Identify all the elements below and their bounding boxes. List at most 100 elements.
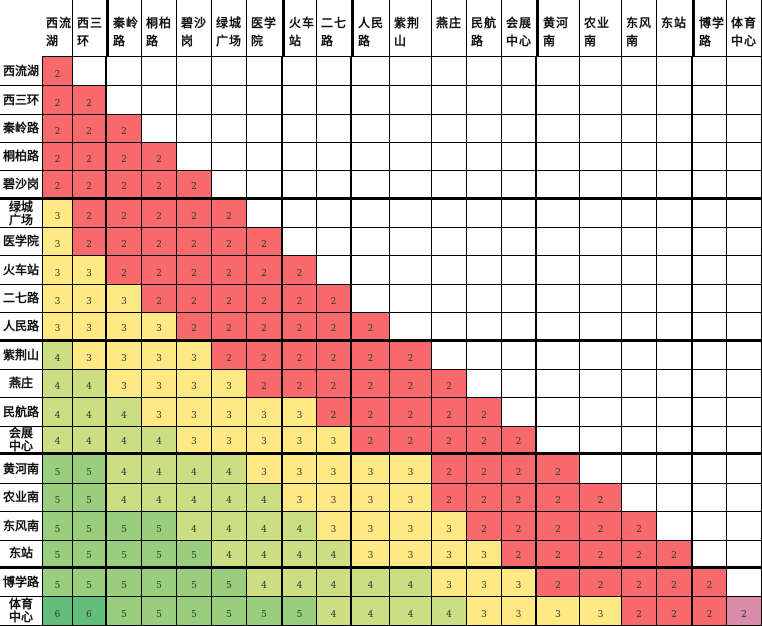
column-header: 东风 南 — [622, 0, 657, 57]
empty-cell — [467, 200, 502, 228]
fare-cell: 2 — [502, 427, 537, 455]
fare-cell: 4 — [432, 597, 467, 626]
empty-cell — [657, 115, 693, 143]
empty-cell — [580, 200, 622, 228]
empty-cell — [502, 370, 537, 398]
row-header: 会展中心 — [0, 426, 42, 455]
fare-cell: 2 — [247, 342, 283, 370]
fare-cell: 2 — [432, 427, 467, 455]
fare-cell: 2 — [657, 569, 693, 597]
empty-cell — [283, 143, 317, 171]
row-header: 燕庄 — [0, 370, 42, 398]
fare-cell: 2 — [247, 285, 283, 313]
empty-cell — [727, 200, 762, 228]
fare-cell: 5 — [142, 597, 177, 626]
empty-cell — [537, 143, 580, 171]
column-header: 黄河 南 — [537, 0, 580, 57]
empty-cell — [657, 228, 693, 256]
fare-cell: 2 — [177, 285, 212, 313]
empty-cell — [432, 57, 467, 86]
empty-cell — [502, 398, 537, 427]
empty-cell — [283, 171, 317, 200]
fare-cell: 5 — [73, 541, 107, 569]
fare-cell: 3 — [317, 512, 352, 541]
row-header: 碧沙岗 — [0, 171, 42, 200]
fare-cell: 2 — [247, 228, 283, 256]
fare-cell: 4 — [352, 597, 390, 626]
empty-cell — [502, 143, 537, 171]
fare-cell: 2 — [247, 370, 283, 398]
fare-cell: 3 — [42, 256, 73, 285]
fare-cell: 4 — [142, 427, 177, 455]
fare-cell: 3 — [107, 285, 142, 313]
column-header: 博学 路 — [693, 0, 727, 57]
empty-cell — [622, 455, 657, 484]
fare-cell: 2 — [73, 171, 107, 200]
empty-cell — [657, 512, 693, 541]
empty-cell — [432, 143, 467, 171]
fare-cell: 4 — [42, 398, 73, 427]
empty-cell — [622, 86, 657, 115]
empty-cell — [727, 569, 762, 597]
empty-cell — [212, 86, 247, 115]
empty-cell — [317, 57, 352, 86]
empty-cell — [727, 285, 762, 313]
fare-cell: 2 — [580, 569, 622, 597]
fare-cell: 3 — [502, 569, 537, 597]
fare-cell: 5 — [142, 569, 177, 597]
empty-cell — [537, 200, 580, 228]
column-header: 农业 南 — [580, 0, 622, 57]
fare-cell: 2 — [317, 370, 352, 398]
empty-cell — [727, 484, 762, 512]
empty-cell — [177, 57, 212, 86]
empty-cell — [537, 171, 580, 200]
fare-cell: 2 — [107, 143, 142, 171]
fare-cell: 3 — [177, 427, 212, 455]
fare-cell: 3 — [107, 370, 142, 398]
column-header: 会展 中心 — [502, 0, 537, 57]
fare-cell: 3 — [467, 541, 502, 569]
fare-cell: 2 — [467, 398, 502, 427]
fare-cell: 3 — [142, 342, 177, 370]
empty-cell — [283, 228, 317, 256]
empty-cell — [390, 313, 432, 342]
empty-cell — [727, 455, 762, 484]
fare-cell: 4 — [142, 484, 177, 512]
fare-cell: 4 — [73, 398, 107, 427]
fare-cell: 2 — [467, 455, 502, 484]
empty-cell — [247, 171, 283, 200]
fare-cell: 2 — [537, 541, 580, 569]
empty-cell — [467, 370, 502, 398]
fare-cell: 2 — [622, 569, 657, 597]
fare-cell: 3 — [212, 427, 247, 455]
empty-cell — [580, 342, 622, 370]
fare-cell: 3 — [107, 342, 142, 370]
empty-cell — [467, 86, 502, 115]
empty-cell — [622, 256, 657, 285]
empty-cell — [693, 512, 727, 541]
fare-cell: 5 — [283, 597, 317, 626]
empty-cell — [177, 143, 212, 171]
fare-cell: 3 — [580, 597, 622, 626]
empty-cell — [390, 200, 432, 228]
fare-cell: 4 — [390, 569, 432, 597]
fare-cell: 2 — [537, 455, 580, 484]
fare-cell: 2 — [432, 455, 467, 484]
empty-cell — [580, 57, 622, 86]
empty-cell — [727, 228, 762, 256]
empty-cell — [622, 115, 657, 143]
column-header: 体育 中心 — [727, 0, 762, 57]
fare-cell: 3 — [352, 541, 390, 569]
fare-cell: 5 — [212, 569, 247, 597]
fare-cell: 2 — [390, 427, 432, 455]
fare-cell: 3 — [537, 597, 580, 626]
fare-cell: 3 — [142, 313, 177, 342]
fare-cell: 2 — [177, 313, 212, 342]
fare-cell: 2 — [142, 256, 177, 285]
empty-cell — [580, 171, 622, 200]
fare-cell: 2 — [177, 200, 212, 228]
empty-cell — [467, 143, 502, 171]
fare-cell: 3 — [467, 569, 502, 597]
fare-cell: 2 — [693, 597, 727, 626]
